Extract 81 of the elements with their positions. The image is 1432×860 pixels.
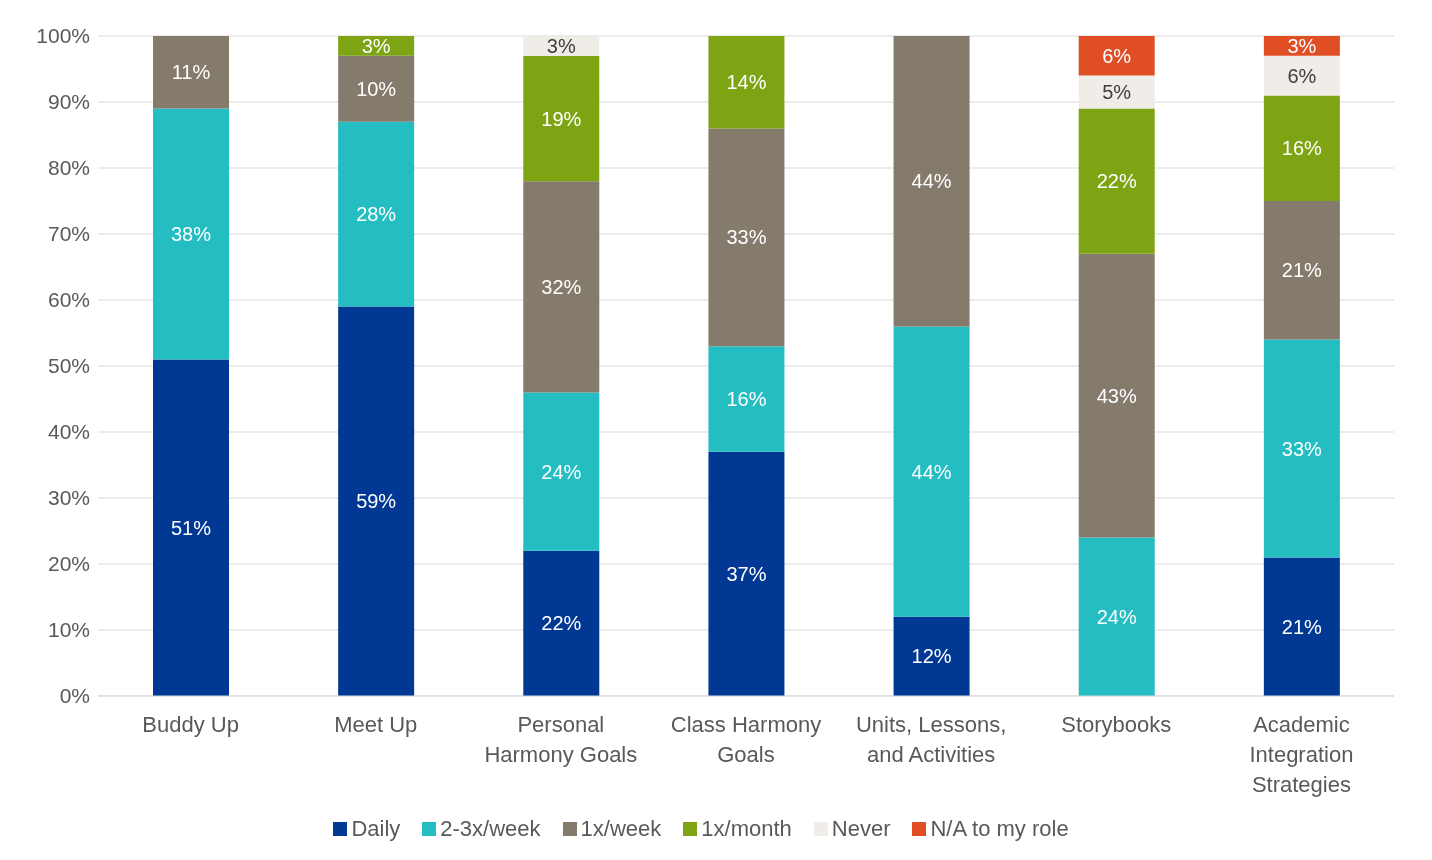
bar — [1078, 36, 1155, 76]
y-tick-label: 40% — [47, 420, 90, 444]
data-label: 16% — [1281, 137, 1323, 160]
data-label: 11% — [171, 61, 211, 84]
y-tick-label: 60% — [47, 288, 90, 312]
bar — [1078, 253, 1155, 538]
bar — [893, 616, 970, 696]
y-tick-label: 80% — [47, 156, 90, 180]
bar — [338, 55, 415, 122]
data-label: 5% — [1102, 81, 1132, 104]
bar — [1078, 108, 1155, 254]
x-tick-label: Personal Harmony Goals — [484, 712, 638, 767]
data-label: 32% — [541, 275, 582, 298]
data-label: 3% — [361, 34, 391, 57]
legend-label: 1x/week — [580, 816, 662, 842]
data-label: 14% — [726, 71, 767, 94]
y-tick-label: 70% — [47, 222, 90, 246]
data-label: 28% — [356, 203, 397, 226]
bar — [523, 181, 600, 393]
bar — [153, 108, 229, 360]
y-tick-label: 30% — [47, 486, 90, 510]
data-label: 19% — [541, 107, 582, 130]
data-label: 24% — [1096, 605, 1137, 628]
data-label: 6% — [1102, 44, 1132, 67]
bar — [523, 55, 600, 182]
bar — [523, 392, 600, 551]
data-label: 3% — [1287, 34, 1317, 57]
legend-label: 2-3x/week — [440, 816, 541, 842]
bar — [1263, 339, 1340, 558]
y-tick-label: 90% — [47, 90, 90, 114]
bar — [338, 121, 415, 307]
bar — [1263, 201, 1340, 340]
data-label: 33% — [726, 226, 767, 249]
data-label: 10% — [356, 77, 397, 100]
data-label: 43% — [1096, 384, 1137, 407]
data-label: 24% — [541, 460, 582, 483]
legend-label: Daily — [351, 816, 401, 842]
data-label: 6% — [1287, 64, 1317, 87]
y-tick-label: 100% — [36, 24, 90, 48]
data-label: 51% — [170, 516, 212, 539]
x-tick-label: Meet Up — [334, 712, 418, 737]
y-tick-label: 20% — [47, 552, 90, 576]
data-label: 3% — [546, 34, 576, 57]
x-tick-label: Storybooks — [1061, 712, 1172, 737]
data-label: 21% — [1281, 259, 1323, 282]
bar — [1263, 55, 1340, 96]
x-tick-label: Units, Lessons, and Activities — [855, 712, 1007, 767]
data-label: 16% — [726, 388, 767, 410]
bar — [708, 346, 785, 452]
x-tick-label: Buddy Up — [142, 712, 239, 737]
bar — [708, 128, 785, 347]
data-label: 33% — [1281, 437, 1323, 460]
bar — [893, 36, 970, 327]
data-label: 44% — [911, 460, 952, 483]
bar — [1078, 537, 1155, 696]
y-tick-label: 10% — [47, 618, 90, 642]
bar — [153, 359, 229, 696]
bar — [1263, 95, 1340, 201]
x-tick-label: Academic Integration Strategies — [1249, 712, 1354, 797]
data-label: 44% — [911, 170, 952, 193]
data-label: 59% — [356, 490, 397, 513]
y-tick-label: 50% — [47, 354, 90, 378]
data-label: 21% — [1281, 615, 1323, 638]
bar — [338, 306, 415, 696]
x-tick-label: Class Harmony Goals — [670, 712, 822, 767]
data-label: 38% — [170, 223, 212, 245]
legend-label: Never — [831, 816, 891, 842]
bar — [523, 550, 600, 696]
bar — [1263, 557, 1340, 696]
bar — [708, 451, 785, 696]
bar — [893, 326, 970, 617]
data-label: 22% — [541, 612, 582, 635]
bar — [708, 36, 785, 129]
data-label: 37% — [726, 562, 767, 585]
data-label: 12% — [911, 645, 952, 668]
data-label: 22% — [1096, 170, 1137, 193]
legend-label: 1x/month — [701, 816, 792, 842]
bar — [153, 36, 229, 109]
legend-label: N/A to my role — [930, 816, 1069, 842]
bar — [1078, 75, 1155, 109]
y-tick-label: 0% — [59, 684, 90, 708]
